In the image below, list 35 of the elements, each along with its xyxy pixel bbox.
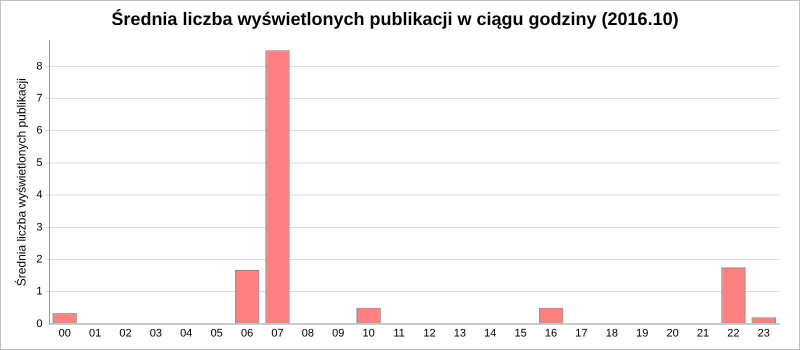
x-tick-label: 04 [180,327,192,340]
y-tick-label: 7 [36,92,43,105]
y-tick-label: 2 [36,253,43,266]
x-tick-label: 11 [393,327,405,340]
x-tick-label: 09 [332,327,344,340]
x-tick-label: 17 [575,327,588,340]
x-tick-label: 19 [636,327,648,340]
x-tick-label: 14 [484,327,496,340]
x-tick-label: 08 [302,327,314,340]
x-tick-label: 02 [119,327,132,340]
y-tick-label: 1 [36,286,43,298]
x-tick-label: 13 [454,327,466,340]
x-tick-label: 15 [514,327,527,340]
y-tick-label: 3 [36,221,43,234]
x-tick-label: 01 [88,327,102,340]
x-tick-label: 16 [544,327,558,340]
x-tick-label: 05 [210,327,223,340]
x-tick-label: 23 [758,327,770,340]
x-tick-label: 03 [150,327,162,340]
y-tick-label: 0 [36,318,43,330]
x-tick-label: 21 [696,327,710,340]
x-tick-label: 22 [727,327,740,340]
x-tick-label: 20 [666,327,679,340]
y-tick-label: 5 [36,156,43,169]
y-tick-label: 8 [36,60,43,72]
y-axis-title: Średnia liczba wyświetlonych publikacji [14,78,29,286]
x-tick-label: 12 [423,327,436,340]
x-tick-label: 07 [271,327,284,340]
y-tick-label: 6 [36,124,43,137]
x-tick-label: 06 [240,327,254,340]
x-tick-label: 18 [606,327,618,340]
y-tick-label: 4 [36,189,43,202]
x-tick-label: 00 [58,327,71,340]
chart-title: Średnia liczba wyświetlonych publikacji w ciągu godziny (2016.10) [111,8,679,29]
x-tick-label: 10 [362,327,375,340]
